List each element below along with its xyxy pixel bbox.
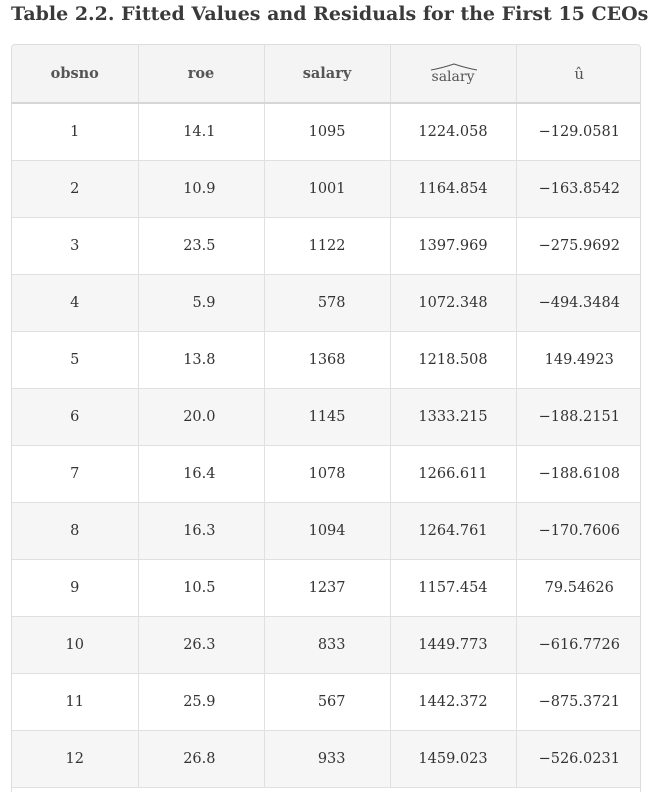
cell-u-hat: 79.54626 <box>516 559 640 617</box>
cell-salary-hat: 1449.773 <box>390 616 517 674</box>
cell-u-hat: −275.9692 <box>516 217 640 275</box>
cell-salary-hat: 1442.372 <box>390 673 517 731</box>
cell-obsno: 4 <box>12 274 139 332</box>
cell-obsno: 11 <box>12 673 139 731</box>
cell-obsno: 1 <box>12 103 139 161</box>
fitted-values-table: obsno roe salary salary û 1 14.1 1095 1224.… <box>12 45 640 788</box>
data-table-container: obsno roe salary salary û 1 14.1 1095 1224.… <box>11 44 641 792</box>
table-row: 2 10.9 1001 1164.854 −163.8542 <box>12 160 640 218</box>
cell-u-hat: −170.7606 <box>516 502 640 560</box>
column-header-salary-hat: salary <box>390 45 517 104</box>
cell-salary-hat: 1264.761 <box>390 502 517 560</box>
cell-salary-hat: 1459.023 <box>390 730 517 788</box>
cell-obsno: 3 <box>12 217 139 275</box>
cell-u-hat: −526.0231 <box>516 730 640 788</box>
salary-hat-label: salary <box>430 62 477 85</box>
cell-salary: 933 <box>264 730 391 788</box>
cell-salary: 578 <box>264 274 391 332</box>
cell-salary-hat: 1224.058 <box>390 103 517 161</box>
table-row: 3 23.5 1122 1397.969 −275.9692 <box>12 217 640 275</box>
cell-obsno: 2 <box>12 160 139 218</box>
cell-salary-hat: 1333.215 <box>390 388 517 446</box>
cell-obsno: 5 <box>12 331 139 389</box>
table-row: 9 10.5 1237 1157.454 79.54626 <box>12 559 640 617</box>
cell-roe: 14.1 <box>138 103 265 161</box>
cell-obsno: 10 <box>12 616 139 674</box>
cell-u-hat: −129.0581 <box>516 103 640 161</box>
cell-salary: 1122 <box>264 217 391 275</box>
u-hat-label: û <box>574 64 585 83</box>
cell-salary: 567 <box>264 673 391 731</box>
cell-obsno: 12 <box>12 730 139 788</box>
cell-salary: 1094 <box>264 502 391 560</box>
cell-u-hat: −163.8542 <box>516 160 640 218</box>
cell-u-hat: 149.4923 <box>516 331 640 389</box>
cell-salary-hat: 1397.969 <box>390 217 517 275</box>
wide-hat-icon <box>430 62 477 71</box>
cell-salary-hat: 1266.611 <box>390 445 517 503</box>
cell-roe: 25.9 <box>138 673 265 731</box>
table-row: 4 5.9 578 1072.348 −494.3484 <box>12 274 640 332</box>
cell-roe: 10.9 <box>138 160 265 218</box>
cell-u-hat: −616.7726 <box>516 616 640 674</box>
cell-roe: 20.0 <box>138 388 265 446</box>
cell-obsno: 9 <box>12 559 139 617</box>
table-row: 10 26.3 833 1449.773 −616.7726 <box>12 616 640 674</box>
cell-salary: 1145 <box>264 388 391 446</box>
cell-salary-hat: 1072.348 <box>390 274 517 332</box>
column-header-u-hat: û <box>516 45 640 104</box>
table-caption: Table 2.2. Fitted Values and Residuals f… <box>11 3 648 25</box>
salary-hat-text: salary <box>431 68 475 85</box>
table-row: 12 26.8 933 1459.023 −526.0231 <box>12 730 640 788</box>
table-body: 1 14.1 1095 1224.058 −129.0581 2 10.9 1001 1164.… <box>12 103 640 788</box>
cell-roe: 5.9 <box>138 274 265 332</box>
table-row: 7 16.4 1078 1266.611 −188.6108 <box>12 445 640 503</box>
cell-u-hat: −188.6108 <box>516 445 640 503</box>
cell-salary: 833 <box>264 616 391 674</box>
cell-salary: 1368 <box>264 331 391 389</box>
cell-salary: 1001 <box>264 160 391 218</box>
header-row: obsno roe salary salary û <box>12 45 640 104</box>
column-header-obsno: obsno <box>12 45 139 104</box>
cell-roe: 16.3 <box>138 502 265 560</box>
cell-u-hat: −494.3484 <box>516 274 640 332</box>
cell-roe: 26.3 <box>138 616 265 674</box>
cell-u-hat: −875.3721 <box>516 673 640 731</box>
cell-roe: 13.8 <box>138 331 265 389</box>
cell-salary-hat: 1218.508 <box>390 331 517 389</box>
cell-salary: 1237 <box>264 559 391 617</box>
column-header-salary: salary <box>264 45 391 104</box>
cell-obsno: 7 <box>12 445 139 503</box>
cell-salary-hat: 1157.454 <box>390 559 517 617</box>
cell-obsno: 8 <box>12 502 139 560</box>
cell-roe: 16.4 <box>138 445 265 503</box>
column-header-roe: roe <box>138 45 265 104</box>
table-row: 1 14.1 1095 1224.058 −129.0581 <box>12 103 640 161</box>
cell-salary: 1078 <box>264 445 391 503</box>
table-row: 5 13.8 1368 1218.508 149.4923 <box>12 331 640 389</box>
table-row: 11 25.9 567 1442.372 −875.3721 <box>12 673 640 731</box>
cell-roe: 10.5 <box>138 559 265 617</box>
cell-roe: 23.5 <box>138 217 265 275</box>
cell-obsno: 6 <box>12 388 139 446</box>
cell-u-hat: −188.2151 <box>516 388 640 446</box>
cell-salary: 1095 <box>264 103 391 161</box>
table-row: 6 20.0 1145 1333.215 −188.2151 <box>12 388 640 446</box>
table-row: 8 16.3 1094 1264.761 −170.7606 <box>12 502 640 560</box>
cell-salary-hat: 1164.854 <box>390 160 517 218</box>
cell-roe: 26.8 <box>138 730 265 788</box>
